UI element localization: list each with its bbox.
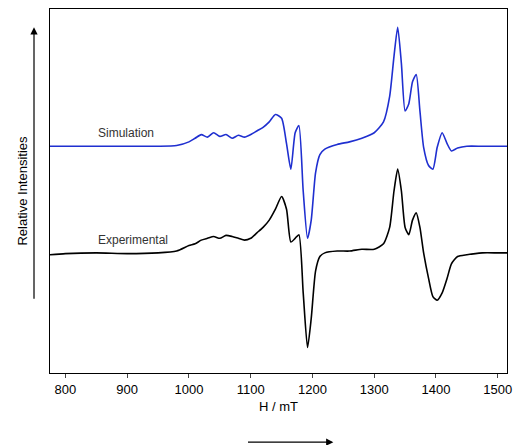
svg-text:800: 800	[55, 382, 77, 397]
svg-text:1400: 1400	[422, 382, 451, 397]
svg-text:Simulation: Simulation	[98, 126, 154, 140]
svg-text:Experimental: Experimental	[98, 233, 168, 247]
svg-text:H / mT: H / mT	[259, 399, 298, 414]
svg-text:1200: 1200	[298, 382, 327, 397]
svg-text:1000: 1000	[174, 382, 203, 397]
svg-text:1300: 1300	[360, 382, 389, 397]
svg-text:900: 900	[116, 382, 138, 397]
svg-text:1100: 1100	[237, 382, 265, 397]
svg-text:Relative Intensities: Relative Intensities	[15, 136, 30, 246]
svg-text:1500: 1500	[483, 382, 512, 397]
